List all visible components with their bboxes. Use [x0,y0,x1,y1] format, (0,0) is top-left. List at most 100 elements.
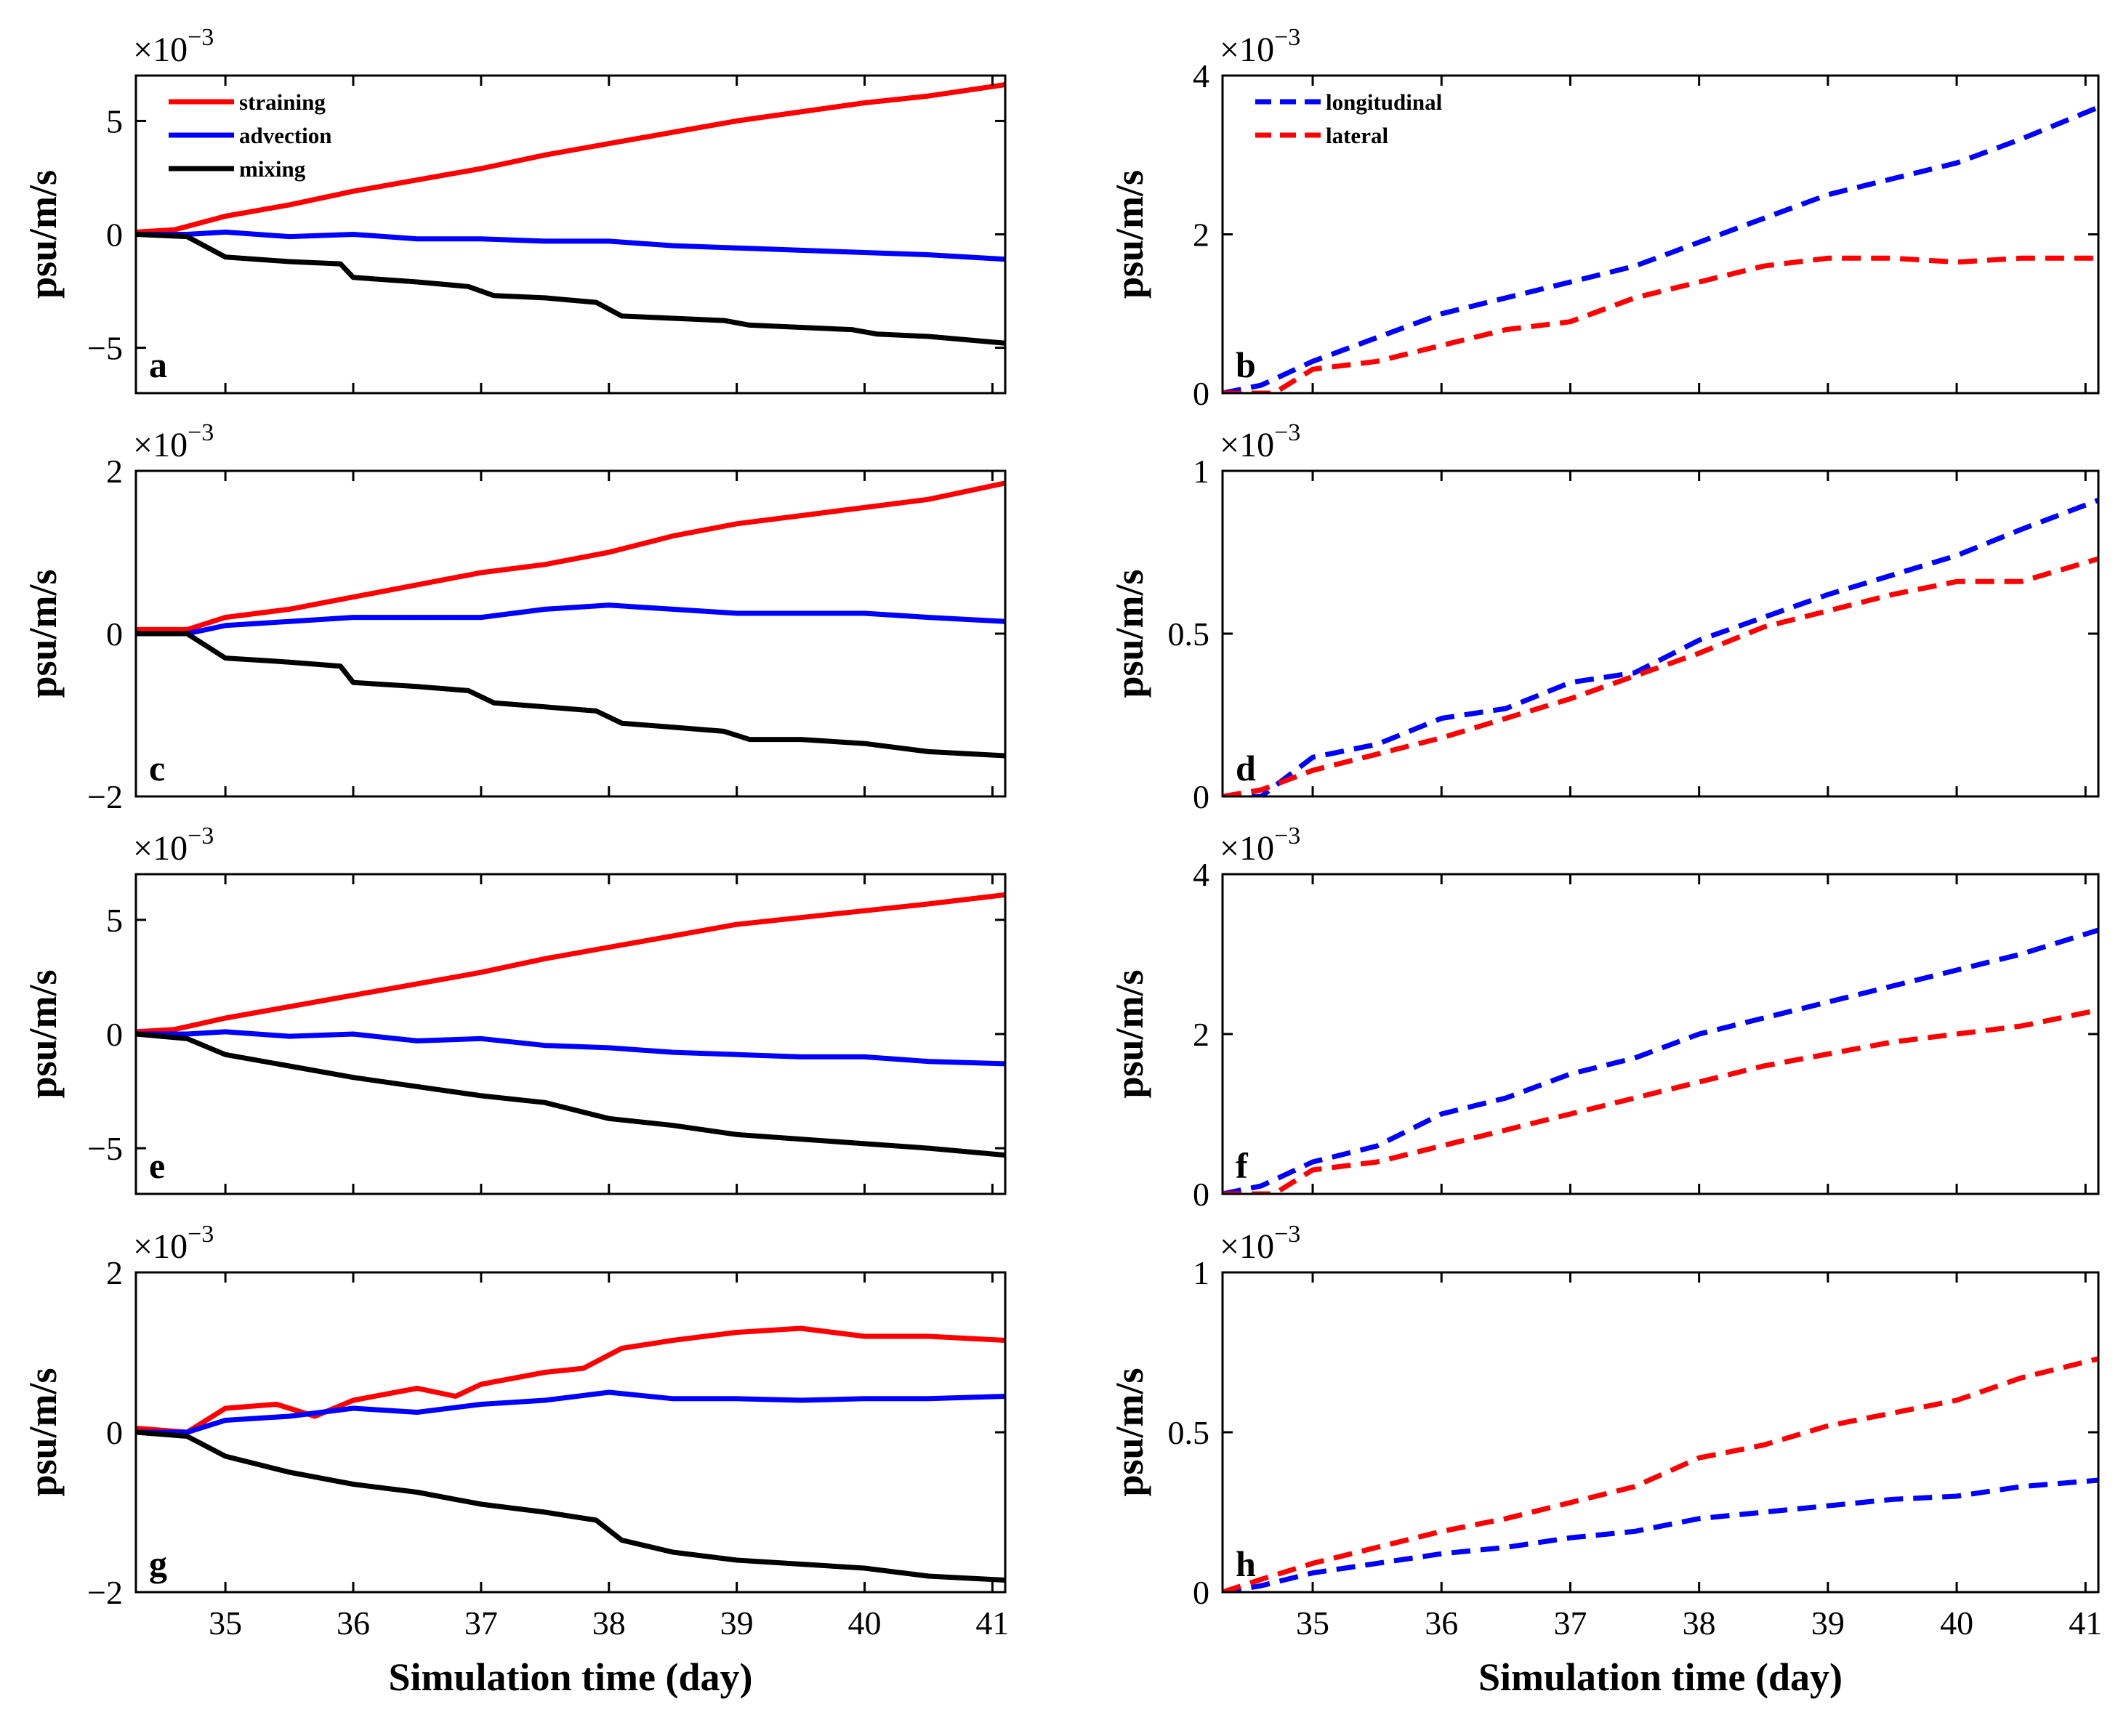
x-tick-label: 37 [1553,1604,1587,1642]
x-tick-label: 35 [209,1604,242,1642]
y-tick-label: −2 [87,778,123,815]
x-axis-label: Simulation time (day) [388,1655,752,1699]
panel-letter: b [1236,344,1256,385]
panel-letter: h [1236,1543,1256,1584]
series-line-f-longitudinal [1223,927,2098,1194]
y-axis-label: psu/m/s [1108,569,1151,698]
y-tick-label: 2 [1193,217,1209,254]
y-axis-label: psu/m/s [21,569,65,698]
legend: longitudinal lateral [1255,89,1443,148]
y-tick-label: 0 [1193,778,1209,815]
x-tick-label: 39 [720,1604,754,1642]
x-tick-label: 39 [1811,1604,1845,1642]
x-tick-label: 40 [848,1604,882,1642]
panel-letter: a [149,344,167,385]
x-tick-label: 41 [2069,1604,2102,1642]
panel-c: −2 0 2 ×10−3 psu/m/s c [21,419,1007,815]
exponent-label: ×10−3 [133,419,214,464]
y-tick-label: 1 [1193,453,1209,490]
y-axis-label: psu/m/s [1108,1368,1151,1496]
exponent-label: ×10−3 [133,823,214,868]
panel-letter: g [149,1543,167,1584]
y-axis-label: psu/m/s [21,1368,65,1496]
series-line-g-advection [136,1389,1005,1435]
legend-label-mixing: mixing [239,156,306,182]
series-line-d-lateral [1223,556,2098,796]
x-tick-label: 41 [975,1604,1009,1642]
y-tick-label: 0 [106,615,123,653]
panel-d: 0 0.5 1 ×10−3 psu/m/s d [1108,419,2100,815]
panel-f: 0 2 4 ×10−3 psu/m/s f [1108,823,2100,1213]
y-tick-label: −2 [87,1574,123,1611]
y-tick-label: −5 [87,330,123,367]
y-tick-label: 5 [106,102,123,140]
series-line-e-straining [136,892,1005,1035]
x-tick-label: 36 [337,1604,370,1642]
axes-frame-g [134,1271,1007,1594]
exponent-label: ×10−3 [1220,419,1300,464]
series-line-c-mixing [136,631,1005,759]
series-line-g-straining [136,1325,1005,1435]
y-tick-label: 0 [1193,1574,1209,1611]
x-tick-label: 40 [1940,1604,1973,1642]
exponent-label: ×10−3 [1220,823,1300,868]
y-axis-label: psu/m/s [1108,969,1151,1098]
axes-frame-h [1221,1271,2100,1594]
series-line-a-straining [136,82,1005,235]
exponent-label: ×10−3 [1220,24,1300,69]
x-tick-label: 38 [592,1604,626,1642]
axes-frame-c [134,469,1007,798]
legend-label-lateral: lateral [1326,123,1388,148]
panel-letter: c [149,748,165,788]
y-axis-label: psu/m/s [21,969,65,1098]
legend-label-straining: straining [239,89,326,115]
series-line-g-mixing [136,1429,1005,1583]
y-tick-label: 0.5 [1168,1414,1210,1451]
panel-h: 35 36 37 38 39 40 41 0 0.5 1 ×10−3 psu/m/s Simulatio… [1108,1221,2102,1699]
panel-e: −5 0 5 ×10−3 psu/m/s e [21,823,1007,1195]
x-tick-label: 38 [1683,1604,1716,1642]
x-axis-label: Simulation time (day) [1478,1655,1843,1699]
panel-b: 0 2 4 ×10−3 psu/m/s b longitudinal lateral [1108,24,2100,412]
y-tick-label: 0 [106,217,123,254]
y-tick-label: 0 [106,1414,123,1451]
y-tick-label: 0.5 [1168,615,1210,653]
y-tick-label: −5 [87,1130,123,1167]
y-tick-label: 2 [1193,1016,1209,1053]
exponent-label: ×10−3 [133,1221,214,1266]
y-tick-label: 4 [1193,57,1209,94]
exponent-label: ×10−3 [133,24,214,69]
series-line-f-lateral [1223,1007,2098,1194]
x-tick-label: 35 [1296,1604,1329,1642]
series-line-c-advection [136,602,1005,637]
legend-label-longitudinal: longitudinal [1326,89,1443,115]
y-tick-label: 4 [1193,856,1209,893]
panel-a: −5 0 5 ×10−3 psu/m/s a straining advection mixin… [21,24,1007,395]
series-line-b-lateral [1223,255,2098,393]
y-tick-label: 0 [1193,375,1209,412]
y-axis-label: psu/m/s [21,170,65,299]
series-line-c-straining [136,480,1005,632]
y-tick-label: 2 [106,1254,123,1291]
panel-letter: e [149,1145,165,1186]
series-line-h-lateral [1223,1356,2098,1592]
x-tick-label: 36 [1425,1604,1458,1642]
panel-letter: d [1236,748,1256,788]
series-line-a-advection [136,229,1005,262]
y-tick-label: 5 [106,902,123,939]
series-line-b-longitudinal [1223,105,2098,393]
y-tick-label: 1 [1193,1254,1209,1291]
exponent-label: ×10−3 [1220,1221,1300,1266]
legend-label-advection: advection [239,123,331,148]
series-line-d-longitudinal [1223,498,2098,796]
series-line-e-advection [136,1029,1005,1067]
panel-g: 35 36 37 38 39 40 41 −2 0 2 ×10−3 psu/m/s Simulation… [21,1221,1009,1699]
series-line-e-mixing [136,1031,1005,1158]
series-line-h-longitudinal [1223,1477,2098,1592]
y-tick-label: 2 [106,453,123,490]
y-axis-label: psu/m/s [1108,170,1151,299]
panel-letter: f [1236,1145,1249,1186]
legend: straining advection mixing [169,89,331,182]
series-line-a-mixing [136,232,1005,346]
